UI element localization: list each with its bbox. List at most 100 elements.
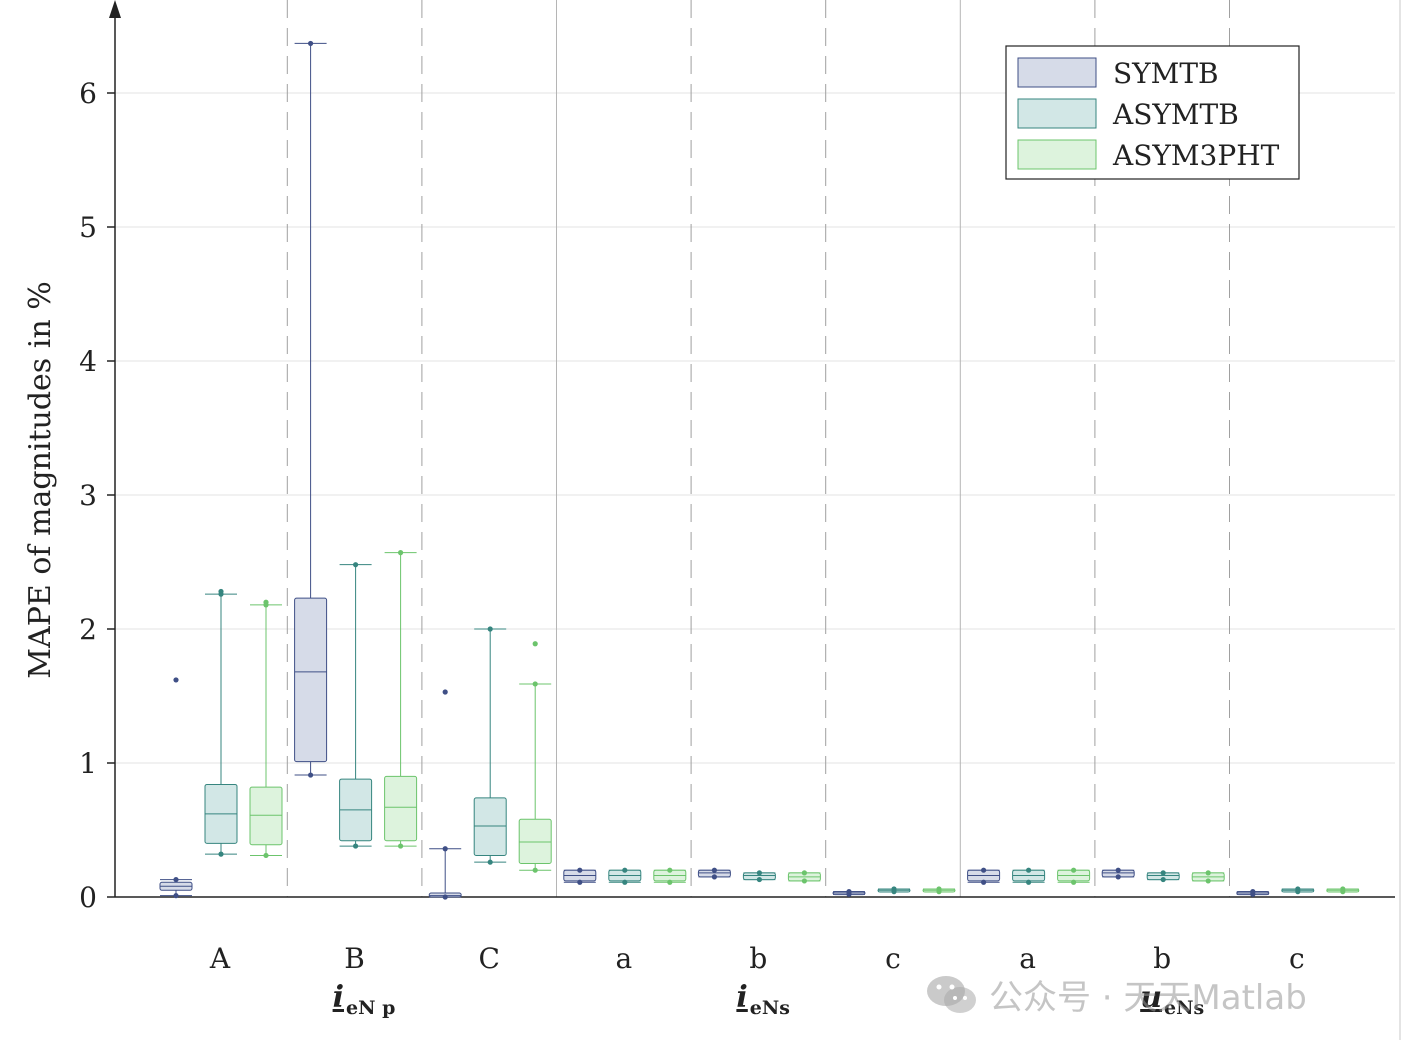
box-asym3pht-2 xyxy=(518,641,552,873)
legend-swatch xyxy=(1017,139,1097,170)
legend-label: ASYMTB xyxy=(1112,98,1239,131)
group-label-sub: eNs xyxy=(750,997,790,1019)
box-asym3pht-3 xyxy=(653,867,687,885)
min-point xyxy=(1340,889,1346,895)
max-point xyxy=(353,562,359,568)
box-iqr xyxy=(249,786,283,846)
category-separators xyxy=(286,0,1401,1040)
min-point xyxy=(577,879,583,885)
box-asymtb-8 xyxy=(1281,886,1315,895)
group-label-main: i xyxy=(736,980,747,1015)
max-point xyxy=(1071,867,1077,873)
min-point xyxy=(1026,879,1032,885)
box-asym3pht-5 xyxy=(922,886,956,895)
min-point xyxy=(667,879,673,885)
box-asymtb-4 xyxy=(742,870,776,883)
box-asymtb-2 xyxy=(473,626,507,865)
category-label: B xyxy=(344,942,365,975)
outlier-point xyxy=(263,599,269,605)
y-tick-label: 0 xyxy=(79,881,97,914)
box-asym3pht-1 xyxy=(384,550,418,849)
group-label: i eN p xyxy=(333,980,396,1019)
min-point xyxy=(398,843,404,849)
max-point xyxy=(532,681,538,687)
max-point xyxy=(756,870,763,876)
box-asymtb-1 xyxy=(339,562,373,849)
max-point xyxy=(801,870,808,876)
min-point xyxy=(1160,876,1166,883)
y-axis-title: MAPE of magnitudes in % xyxy=(23,281,58,678)
box-iqr xyxy=(518,818,552,865)
min-point xyxy=(981,879,987,885)
category-label: c xyxy=(1289,942,1305,975)
wechat-icon xyxy=(927,975,976,1013)
box-symtb-8 xyxy=(1236,889,1270,897)
box-asymtb-3 xyxy=(608,867,642,885)
min-point xyxy=(263,852,269,859)
outlier-point xyxy=(173,677,179,683)
box-symtb-5 xyxy=(832,889,866,897)
category-label: C xyxy=(478,942,499,975)
axes xyxy=(107,0,1395,898)
outlier-point xyxy=(442,689,448,695)
min-point xyxy=(173,893,179,899)
category-label: a xyxy=(615,942,632,975)
y-axis-arrow xyxy=(109,0,121,18)
max-point xyxy=(173,876,179,883)
y-tick-label: 2 xyxy=(79,613,97,646)
group-label: u eNs xyxy=(1140,980,1204,1019)
outlier-point xyxy=(218,588,224,595)
min-point xyxy=(218,851,224,857)
min-point xyxy=(756,876,763,883)
min-point xyxy=(1115,874,1121,880)
max-point xyxy=(1160,870,1166,876)
min-point xyxy=(936,889,942,895)
watermark-text: 公众号 · 天天Matlab xyxy=(989,978,1307,1018)
category-label: a xyxy=(1019,942,1036,975)
box-asymtb-5 xyxy=(877,886,911,895)
group-label: i eNs xyxy=(736,980,790,1019)
box-asymtb-7 xyxy=(1146,870,1180,883)
min-point xyxy=(1071,879,1077,885)
max-point xyxy=(442,846,448,852)
max-point xyxy=(711,867,718,873)
category-label: A xyxy=(209,942,231,975)
group-label-main: u xyxy=(1140,980,1162,1015)
legend: SYMTB ASYMTB ASYM3PHT xyxy=(1005,45,1300,180)
y-tick-label: 1 xyxy=(79,747,97,780)
grid-layer xyxy=(115,92,1395,764)
min-point xyxy=(442,894,448,900)
y-tick-label: 4 xyxy=(79,345,97,378)
box-symtb-3 xyxy=(563,867,597,885)
category-label: b xyxy=(749,942,767,975)
box-asym3pht-4 xyxy=(787,870,821,884)
box-asymtb-6 xyxy=(1012,867,1046,885)
max-point xyxy=(622,867,628,873)
min-point xyxy=(711,874,718,880)
box-iqr xyxy=(473,797,507,856)
max-point xyxy=(487,626,493,632)
min-point xyxy=(1205,878,1211,884)
legend-label: ASYM3PHT xyxy=(1112,139,1280,172)
min-point xyxy=(622,879,628,885)
box-symtb-1 xyxy=(294,40,328,778)
group-label-sub: eNs xyxy=(1164,997,1204,1019)
max-point xyxy=(1026,867,1032,873)
category-label: b xyxy=(1153,942,1171,975)
max-point xyxy=(981,867,987,873)
max-point xyxy=(308,40,314,47)
min-point xyxy=(487,859,493,865)
max-point xyxy=(577,867,583,873)
min-point xyxy=(846,891,852,897)
box-iqr xyxy=(294,597,328,763)
group-label-main: i xyxy=(333,980,344,1015)
outlier-point xyxy=(532,641,538,647)
box-asym3pht-6 xyxy=(1057,867,1091,885)
box-iqr xyxy=(384,775,418,842)
box-symtb-6 xyxy=(967,867,1001,885)
box-symtb-2 xyxy=(428,689,462,900)
category-label: c xyxy=(885,942,901,975)
